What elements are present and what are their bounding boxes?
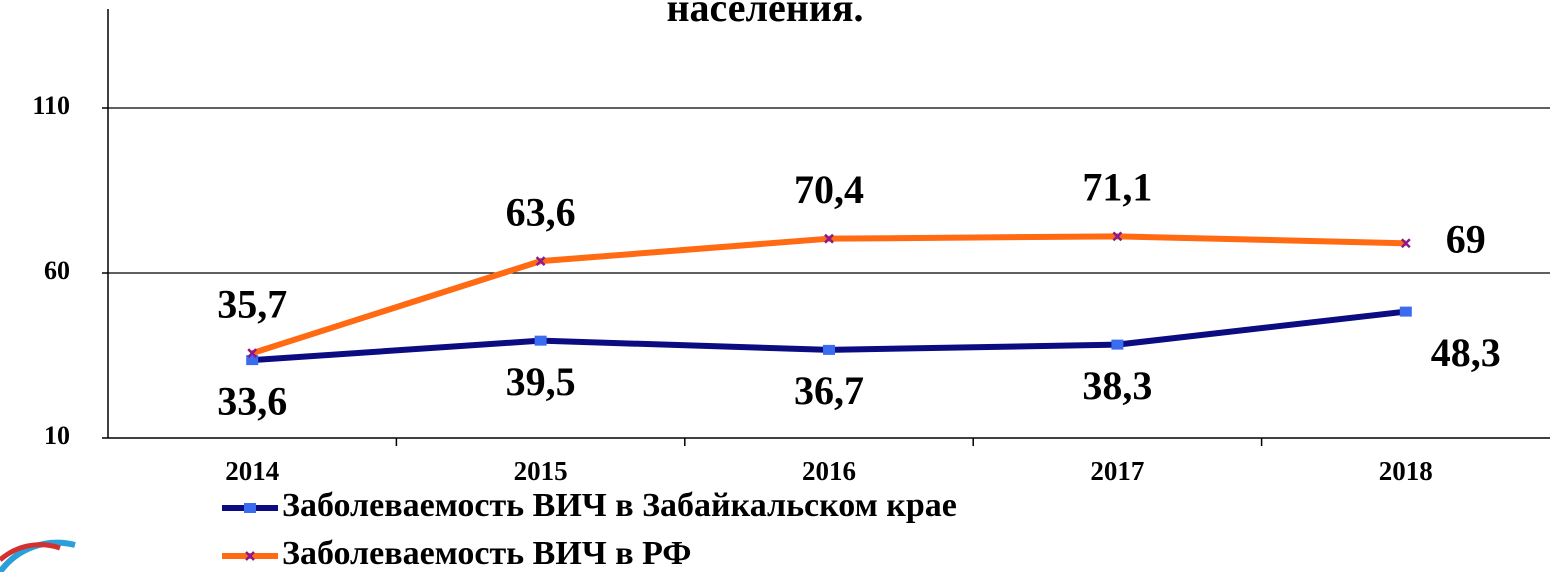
data-label: 38,3 [1082, 363, 1152, 408]
marker [824, 233, 834, 244]
marker [246, 355, 259, 366]
data-label: 63,6 [506, 189, 576, 234]
chart-title: населения. [667, 0, 864, 30]
series-line [251, 233, 1406, 357]
y-tick-label: 110 [32, 91, 70, 120]
legend-marker [245, 551, 255, 561]
marker [1400, 238, 1411, 249]
data-label: 36,7 [794, 368, 864, 413]
data-label: 71,1 [1082, 165, 1152, 210]
legend-marker [244, 503, 256, 513]
marker [1399, 306, 1412, 317]
x-tick-label: 2016 [802, 456, 856, 486]
legend-label: Заболеваемость ВИЧ в РФ [282, 535, 691, 572]
marker [1112, 231, 1123, 242]
marker [247, 348, 258, 359]
logo [0, 542, 61, 562]
marker [1111, 339, 1124, 350]
data-label: 69 [1446, 216, 1486, 261]
x-tick-label: 2015 [514, 456, 568, 486]
marker [535, 256, 546, 267]
data-label: 35,7 [217, 281, 287, 326]
data-label: 48,3 [1431, 330, 1501, 375]
data-label: 33,6 [217, 378, 287, 423]
legend-label: Заболеваемость ВИЧ в Забайкальском крае [282, 487, 957, 524]
y-tick-label: 60 [44, 256, 70, 285]
marker [534, 335, 547, 346]
marker [823, 344, 835, 355]
x-tick-label: 2017 [1090, 456, 1144, 486]
x-tick-label: 2014 [225, 456, 279, 486]
x-tick-label: 2018 [1379, 456, 1433, 486]
y-tick-label: 10 [44, 421, 70, 450]
data-label: 39,5 [506, 359, 576, 404]
data-label: 70,4 [794, 167, 864, 212]
